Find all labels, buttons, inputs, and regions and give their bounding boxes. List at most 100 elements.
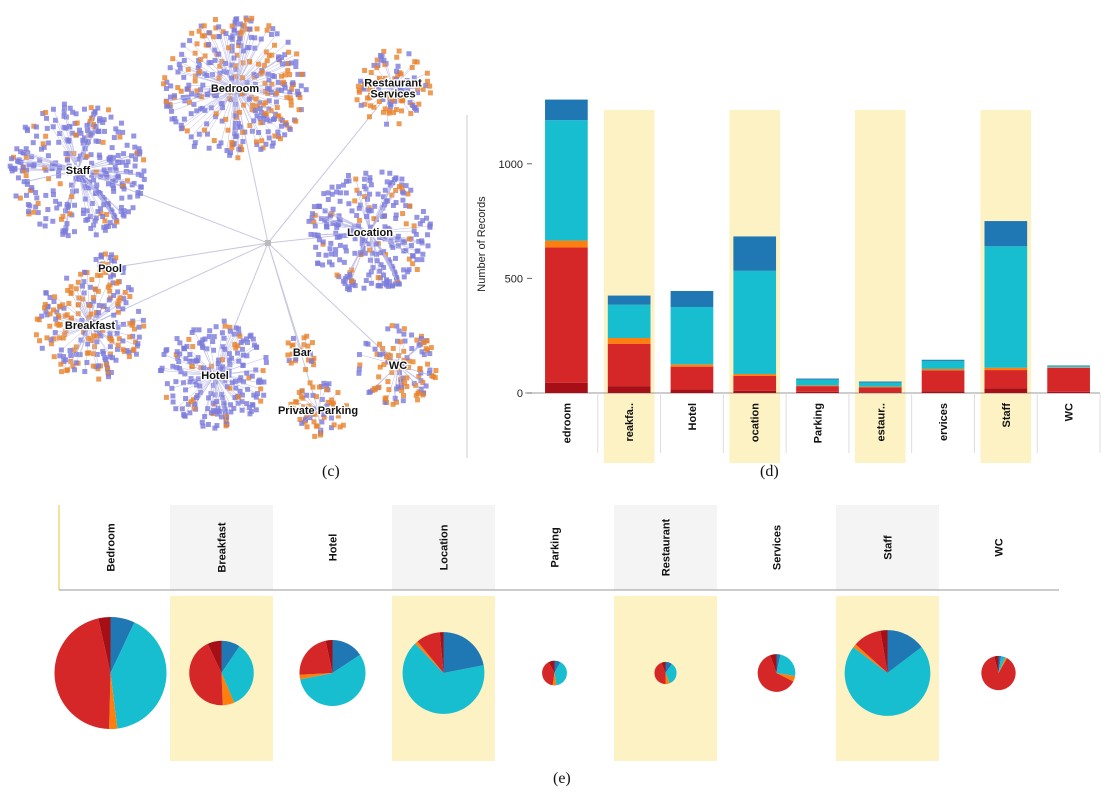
bar-segment-wc-4 — [1047, 365, 1090, 367]
pie-slice-restaurant-1 — [665, 664, 677, 684]
header-label-services: Services — [772, 525, 784, 570]
pie-slice-wc-4 — [994, 655, 999, 673]
y-tick-label: 0 — [517, 388, 523, 400]
header-label-location: Location — [439, 524, 451, 570]
header-label-breakfast: Breakfast — [217, 522, 229, 572]
highlight-band-restaurant — [854, 110, 906, 463]
bar-segment-services-0 — [921, 391, 965, 393]
pie-slice-services-2 — [776, 673, 796, 682]
network-graph-panel: Bedroom Restaurant Services Staff Location Po… — [0, 0, 470, 460]
bar-segment-parking-2 — [796, 385, 839, 387]
pie-slice-wc-0 — [998, 655, 1002, 673]
cluster-label-private-parking: Private Parking — [278, 405, 358, 417]
bar-segment-parking-4 — [796, 378, 839, 380]
cluster-staff — [7, 101, 147, 239]
pie-slice-hotel-0 — [332, 639, 361, 673]
cluster-label-hotel: Hotel — [201, 370, 229, 382]
bar-segment-parking-0 — [796, 391, 839, 393]
pie-slice-wc-2 — [998, 657, 1008, 673]
y-axis-label: Number of Records — [476, 196, 488, 292]
pie-parking — [542, 660, 567, 686]
cluster-label-location: Location — [347, 227, 393, 239]
pie-slice-hotel-4 — [325, 639, 333, 673]
bar-segment-bedroom-1 — [545, 247, 588, 383]
stacked-bar-chart: 0 500 1000 Number of Records edroom reakfa.. H… — [466, 99, 1101, 463]
pie-slice-services-0 — [776, 654, 781, 673]
pie-slice-location-2 — [415, 641, 444, 673]
pie-slice-bedroom-4 — [98, 617, 111, 673]
stacked-bar-chart-panel: 0 500 1000 Number of Records edroom reakfa.. H… — [465, 85, 1105, 465]
bar-segment-breakfast-4 — [607, 295, 651, 305]
network-nodes — [7, 15, 439, 439]
x-tick-label-location: ocation — [750, 403, 762, 442]
header-label-restaurant: Restaurant — [661, 518, 673, 576]
pie-chart-panel: Bedroom Breakfast Hotel Location Parking Rest… — [40, 505, 1080, 770]
pie-slice-bedroom-2 — [109, 673, 118, 729]
bar-segment-staff-1 — [984, 370, 1028, 389]
pie-hotel — [299, 639, 366, 707]
pie-slice-parking-3 — [542, 662, 555, 686]
pie-slice-hotel-1 — [300, 654, 366, 707]
cluster-bar — [285, 333, 317, 373]
pie-restaurant — [654, 661, 677, 685]
pie-slice-breakfast-4 — [207, 640, 222, 673]
x-tick-label-wc: WC — [1064, 403, 1076, 421]
bar-segment-bedroom-3 — [545, 120, 588, 241]
header-label-wc: WC — [994, 538, 1006, 556]
bar-segment-restaurant-0 — [858, 392, 902, 393]
highlight-band-breakfast — [603, 110, 655, 463]
bar-segment-wc-1 — [1047, 367, 1090, 392]
x-tick-label-parking: Parking — [813, 403, 825, 443]
cluster-private-parking — [288, 380, 350, 439]
pie-slice-parking-2 — [552, 673, 557, 686]
x-tick-label-services: ervices — [938, 403, 950, 441]
pie-slice-bedroom-1 — [110, 622, 167, 729]
bar-segment-bedroom-2 — [545, 240, 588, 248]
pie-slice-restaurant-2 — [665, 673, 670, 685]
bar-segment-hotel-1 — [670, 366, 714, 390]
pie-slice-bedroom-3 — [54, 618, 111, 729]
caption-d: (d) — [760, 463, 779, 480]
bar-segment-hotel-3 — [670, 307, 714, 365]
pie-slice-breakfast-2 — [221, 673, 235, 706]
pie-slice-breakfast-3 — [189, 643, 223, 706]
bar-segment-hotel-0 — [670, 389, 714, 393]
bar-segment-services-1 — [921, 370, 965, 392]
x-tick-label-bedroom: edroom — [561, 403, 573, 444]
bar-segment-breakfast-3 — [607, 304, 651, 338]
pie-slice-location-4 — [439, 632, 444, 673]
pie-slice-hotel-3 — [299, 640, 333, 675]
bar-segment-staff-0 — [984, 388, 1028, 393]
bar-segment-services-2 — [921, 368, 965, 371]
bar-segment-hotel-2 — [670, 364, 714, 367]
cluster-label-staff: Staff — [66, 165, 91, 177]
bar-segment-services-3 — [921, 360, 965, 369]
y-tick-label: 500 — [505, 273, 523, 285]
hub-edge — [267, 87, 394, 244]
bar-segment-parking-1 — [796, 386, 839, 392]
pie-chart-row: Bedroom Breakfast Hotel Location Parking Rest… — [54, 505, 1059, 761]
pie-slice-staff-3 — [855, 630, 888, 673]
bar-segment-breakfast-2 — [607, 337, 651, 344]
bar-segment-breakfast-0 — [607, 386, 651, 393]
bar-segment-staff-2 — [984, 367, 1028, 371]
bar-segment-restaurant-4 — [858, 381, 902, 383]
pie-slice-breakfast-1 — [221, 646, 254, 703]
pie-slice-parking-0 — [554, 660, 561, 673]
cluster-hotel — [157, 318, 269, 431]
bar-segment-breakfast-1 — [607, 343, 651, 387]
cluster-label-pool: Pool — [98, 263, 122, 275]
bar-segment-staff-4 — [984, 221, 1028, 247]
bar-segment-parking-3 — [796, 379, 839, 386]
bar-segment-restaurant-3 — [858, 382, 902, 387]
pie-slice-staff-4 — [880, 630, 888, 673]
pie-services — [757, 654, 796, 692]
cluster-label-breakfast: Breakfast — [65, 320, 115, 332]
caption-c: (c) — [322, 463, 340, 480]
pie-slice-restaurant-0 — [665, 661, 673, 673]
header-band-staff — [836, 505, 939, 590]
hub-node — [265, 240, 271, 246]
header-band-restaurant — [614, 505, 717, 590]
